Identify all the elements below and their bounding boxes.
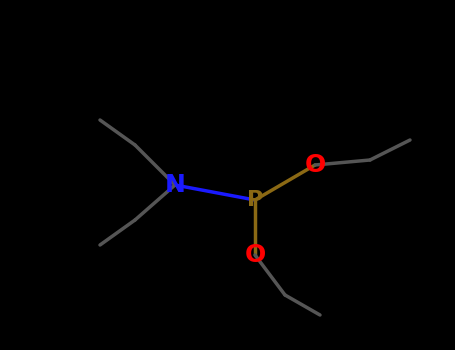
Text: O: O bbox=[244, 243, 266, 267]
Text: N: N bbox=[165, 173, 186, 197]
Text: O: O bbox=[304, 153, 326, 177]
Text: P: P bbox=[247, 190, 263, 210]
